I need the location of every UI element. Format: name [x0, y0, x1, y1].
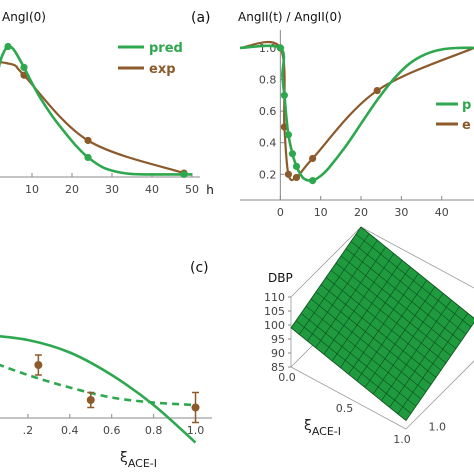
- surface-plane: [290, 226, 474, 422]
- x-tick-label-3: 0.8: [145, 424, 163, 437]
- pred-point-0: [4, 42, 12, 51]
- mesh-u-8: [356, 279, 427, 381]
- solid-line: [0, 334, 197, 444]
- x-axis-label-main: ξ: [304, 418, 312, 434]
- x-tick-label-4: 1.0: [187, 424, 205, 437]
- x-axis-label: ξACE-I: [304, 418, 341, 438]
- z-tick-label-5: 85: [271, 361, 285, 374]
- x-tick-label-1: 20: [65, 183, 79, 196]
- box-edge-3: [360, 226, 474, 289]
- z-tick-label-0: 110: [264, 291, 285, 304]
- y-tick-label-4: 0.2: [259, 168, 277, 181]
- mesh-u-9: [364, 286, 436, 388]
- box-edge-2: [290, 226, 362, 298]
- mesh-u-10: [372, 293, 444, 395]
- x-axis-label-sub: ACE-I: [312, 425, 341, 438]
- panel-label: (a): [191, 10, 211, 26]
- mesh-u-11: [381, 299, 452, 401]
- x-tick-label-1: 0.5: [336, 402, 354, 415]
- x-tick-label-3: 40: [145, 183, 159, 196]
- y-tick-label-0: 1.0: [429, 421, 447, 434]
- pred-point-3: [180, 170, 188, 178]
- exp-point-2: [284, 170, 293, 178]
- pred-line: [0, 45, 192, 176]
- x-axis-label-sub: ACE-I: [128, 457, 157, 470]
- x-tick-label-1: 10: [314, 206, 328, 219]
- pred-point-5: [309, 177, 317, 185]
- x-tick-label-4: 50: [185, 183, 199, 196]
- pred-point-1: [280, 91, 288, 99]
- pred-point-2: [284, 131, 293, 139]
- z-tick-label-3: 95: [271, 333, 285, 346]
- x-axis-label-main: ξ: [120, 450, 128, 466]
- legend-exp-label: exp: [149, 62, 176, 77]
- mesh-v-7: [325, 277, 442, 371]
- panel-c-chart: .2 0.4 0.6 0.8 1.0 (c) ξACE-I: [0, 260, 212, 470]
- panel-a-chart: 10 20 30 40 50 h AngI(0) (a) pred exp: [0, 10, 214, 197]
- exp-point-3: [292, 173, 301, 182]
- exp-point-4: [309, 154, 317, 163]
- legend-exp-label: e: [462, 118, 471, 133]
- y-tick-label-3: 0.4: [259, 137, 277, 150]
- x-tick-label-0: 0: [277, 206, 284, 219]
- pred-line: [239, 44, 474, 183]
- x-tick-label-2: 1.0: [393, 433, 411, 446]
- pred-point-2: [84, 153, 92, 162]
- pred-point-0: [276, 44, 284, 52]
- legend-pred-label: pred: [149, 41, 183, 56]
- x-tick-label-2: 20: [354, 206, 368, 219]
- chart-title: AngII(t) / AngII(0): [238, 10, 342, 24]
- mesh-v-13: [355, 233, 472, 328]
- pred-point-3: [288, 150, 297, 158]
- x-tick-label-2: 30: [105, 183, 119, 196]
- mesh-v-11: [345, 248, 462, 342]
- panel-label: (c): [190, 260, 209, 276]
- pred-point-1: [20, 63, 28, 71]
- measured-point-2: [191, 403, 200, 412]
- mesh-u-12: [389, 306, 460, 408]
- chart-title: AngI(0): [2, 10, 46, 24]
- x-tick-label-3: 30: [394, 206, 408, 219]
- mesh-u-13: [397, 313, 469, 415]
- x-tick-label-2: 0.6: [103, 424, 121, 437]
- legend-pred-label: p: [462, 98, 471, 113]
- measured-point-1: [86, 396, 95, 404]
- mesh-v-8: [330, 269, 447, 364]
- exp-point-5: [373, 86, 381, 95]
- x-axis-label: h: [206, 183, 214, 197]
- x-tick-label-0: 10: [25, 183, 39, 196]
- x-tick-label-1: 0.4: [61, 424, 79, 437]
- mesh-v-12: [350, 241, 467, 335]
- box-edge-6: [405, 360, 474, 430]
- y-tick-label-1: 0.8: [259, 74, 277, 87]
- z-tick-label-4: 90: [271, 347, 285, 360]
- pred-point-4: [292, 162, 301, 170]
- mesh-v-10: [340, 255, 457, 349]
- y-tick-label-2: 0.6: [259, 105, 277, 118]
- z-tick-label-2: 100: [264, 319, 285, 332]
- x-tick-label-4: 40: [435, 206, 449, 219]
- x-tick-label-0: .2: [23, 424, 34, 437]
- x-axis-label: ξACE-I: [120, 450, 157, 470]
- z-tick-label-1: 105: [264, 305, 285, 318]
- measured-point-0: [34, 361, 43, 369]
- box-edge-4: [290, 366, 407, 430]
- mesh-v-9: [335, 262, 452, 357]
- exp-point-1: [84, 136, 92, 145]
- x-tick-label-0: 0.0: [278, 371, 296, 384]
- z-axis-label: DBP: [268, 271, 293, 285]
